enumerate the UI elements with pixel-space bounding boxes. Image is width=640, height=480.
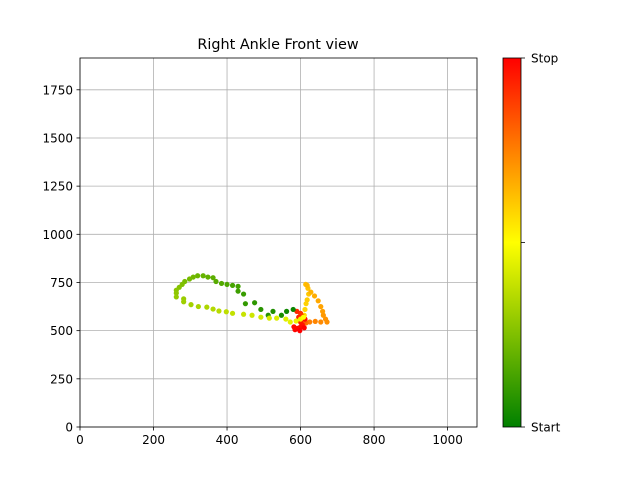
scatter-point <box>278 312 285 318</box>
scatter-point <box>249 312 255 318</box>
x-tick-label: 200 <box>142 433 165 447</box>
x-tick-label: 800 <box>363 433 386 447</box>
scatter-point <box>266 315 272 321</box>
scatter-point <box>311 293 318 299</box>
y-tick-label: 1500 <box>42 131 73 145</box>
scatter-point <box>210 275 216 281</box>
x-tick-label: 0 <box>76 433 84 447</box>
scatter-point <box>200 273 206 279</box>
scatter-point <box>315 298 321 304</box>
scatter-point <box>173 290 179 296</box>
scatter-point <box>242 301 249 307</box>
scatter-point <box>186 276 193 282</box>
scatter-point <box>318 319 324 325</box>
scatter-point <box>320 312 326 318</box>
scatter-point <box>300 314 307 320</box>
scatter-point <box>258 314 264 320</box>
scatter-point <box>235 283 241 289</box>
scatter-point <box>291 324 297 330</box>
colorbar: Stop Start <box>502 52 561 435</box>
scatter-point <box>204 304 210 310</box>
x-axis: 0 200 400 600 800 1000 <box>76 427 463 447</box>
scatter-point <box>287 319 293 325</box>
scatter-point <box>195 303 201 310</box>
scatter-points <box>173 273 330 334</box>
scatter-point <box>229 310 236 316</box>
y-tick-label: 1000 <box>42 228 73 242</box>
y-tick-label: 1750 <box>42 83 73 97</box>
scatter-point <box>224 281 230 288</box>
scatter-point <box>205 274 211 280</box>
scatter-point <box>216 308 222 314</box>
y-tick-label: 0 <box>65 421 73 435</box>
scatter-point <box>252 300 258 306</box>
scatter-point <box>301 325 307 331</box>
scatter-point <box>324 319 330 325</box>
colorbar-label-stop: Stop <box>531 52 558 66</box>
colorbar-gradient <box>502 57 522 428</box>
colorbar-label-start: Start <box>531 421 561 435</box>
x-tick-label: 1000 <box>432 433 463 447</box>
grid-lines <box>79 58 477 428</box>
scatter-point <box>274 315 280 321</box>
y-tick-label: 250 <box>50 372 73 386</box>
scatter-point <box>235 288 241 294</box>
y-axis: 0 250 500 750 1000 1250 1500 1750 <box>42 83 80 435</box>
y-tick-label: 1250 <box>42 180 73 194</box>
scatter-point <box>240 291 247 297</box>
x-tick-label: 600 <box>289 433 312 447</box>
scatter-point <box>270 308 276 314</box>
scatter-point <box>188 302 194 308</box>
scatter-point <box>308 289 314 295</box>
scatter-point <box>229 282 236 288</box>
scatter-point <box>210 306 216 312</box>
y-tick-label: 750 <box>50 276 73 290</box>
y-tick-label: 500 <box>50 324 73 338</box>
scatter-point <box>312 318 318 325</box>
scatter-point <box>283 308 290 314</box>
scatter-point <box>195 273 201 279</box>
scatter-point <box>223 309 229 315</box>
scatter-point <box>304 297 310 303</box>
scatter-point <box>318 303 324 310</box>
scatter-point <box>293 318 299 324</box>
scatter-point <box>258 306 264 313</box>
scatter-point <box>297 328 303 334</box>
scatter-point <box>181 299 187 305</box>
scatter-point <box>173 294 179 300</box>
scatter-point <box>218 280 225 287</box>
scatter-point <box>302 306 308 313</box>
plot-frame <box>79 57 478 428</box>
scatter-point <box>283 316 289 322</box>
chart-title: Right Ankle Front view <box>197 37 359 53</box>
scatter-point <box>213 278 219 285</box>
scatter-point <box>304 282 310 288</box>
scatter-point <box>290 306 296 313</box>
scatter-point <box>240 311 247 317</box>
x-tick-label: 400 <box>216 433 239 447</box>
scatter-point <box>320 308 326 314</box>
